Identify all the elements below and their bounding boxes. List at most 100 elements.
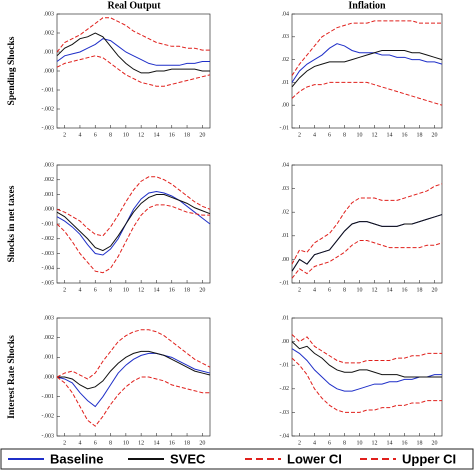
y-tick-label: .00 (282, 103, 290, 109)
x-tick-label: 8 (109, 440, 112, 446)
x-tick-label: 4 (313, 287, 316, 293)
x-tick-label: 14 (153, 440, 159, 446)
legend-label: Upper CI (402, 451, 456, 466)
series-line (291, 214, 443, 272)
series-line (291, 357, 442, 413)
y-tick-label: -.005 (42, 280, 55, 286)
x-tick-label: 12 (372, 440, 378, 446)
plot-frame (291, 13, 443, 129)
series-line (291, 20, 442, 76)
series-line (291, 214, 443, 272)
column-title: Inflation (348, 0, 386, 11)
x-tick-label: 4 (78, 287, 81, 293)
x-tick-label: 14 (387, 440, 393, 446)
series-line (291, 240, 443, 279)
x-tick-label: 18 (184, 287, 190, 293)
y-tick-label: -.003 (42, 433, 55, 439)
x-tick-label: 8 (343, 440, 346, 446)
x-tick-label: 6 (328, 132, 331, 138)
y-tick-label: .002 (44, 30, 55, 36)
x-tick-label: 8 (109, 132, 112, 138)
y-tick-label: .001 (44, 49, 55, 55)
x-tick-label: 2 (298, 440, 301, 446)
x-tick-label: 18 (184, 440, 190, 446)
y-tick-label: .00 (282, 339, 290, 345)
x-tick-label: 18 (417, 440, 423, 446)
y-tick-label: -.001 (42, 221, 55, 227)
y-tick-label: .001 (44, 355, 55, 361)
y-tick-label: .03 (282, 186, 290, 192)
y-tick-label: .003 (44, 162, 55, 168)
x-tick-label: 8 (343, 132, 346, 138)
column-title: Real Output (107, 0, 161, 11)
x-tick-label: 16 (402, 287, 408, 293)
series-line (291, 49, 443, 88)
x-tick-label: 20 (432, 287, 438, 293)
y-tick-label: -.001 (42, 87, 55, 93)
x-tick-label: 18 (417, 132, 423, 138)
y-tick-label: .000 (44, 207, 55, 213)
y-tick-label: -.002 (42, 414, 55, 420)
y-tick-label: .002 (44, 177, 55, 183)
x-tick-label: 16 (169, 440, 175, 446)
y-tick-label: -.02 (280, 386, 290, 392)
x-tick-label: 10 (357, 287, 363, 293)
series-line (56, 32, 210, 74)
series-line (56, 204, 210, 274)
x-tick-label: 12 (138, 287, 144, 293)
x-tick-label: 14 (153, 132, 159, 138)
x-tick-label: 10 (123, 440, 129, 446)
y-tick-label: .02 (282, 210, 290, 216)
y-tick-label: .03 (282, 34, 290, 40)
y-tick-label: -.002 (42, 106, 55, 112)
x-tick-label: 6 (328, 440, 331, 446)
series-line (56, 17, 210, 53)
x-tick-label: 6 (94, 287, 97, 293)
x-tick-label: 18 (417, 287, 423, 293)
legend-label: SVEC (170, 451, 206, 466)
y-tick-label: .003 (44, 11, 55, 17)
x-tick-label: 12 (138, 440, 144, 446)
x-tick-label: 14 (387, 132, 393, 138)
x-tick-label: 18 (184, 132, 190, 138)
series-line (291, 341, 442, 378)
series-line (56, 376, 210, 427)
y-tick-label: .01 (282, 315, 290, 321)
x-tick-label: 6 (94, 440, 97, 446)
y-tick-label: -.01 (280, 280, 290, 286)
series-line (56, 55, 211, 87)
x-tick-label: 16 (402, 132, 408, 138)
x-tick-label: 20 (432, 132, 438, 138)
y-tick-label: -.01 (280, 125, 290, 131)
x-tick-label: 20 (432, 440, 438, 446)
series-line (291, 43, 443, 83)
x-tick-label: 2 (298, 287, 301, 293)
y-tick-label: -.001 (42, 394, 55, 400)
y-tick-label: .00 (282, 257, 290, 263)
y-tick-label: .001 (44, 192, 55, 198)
y-tick-label: -.04 (280, 433, 290, 439)
series-line (56, 329, 211, 380)
x-tick-label: 12 (372, 287, 378, 293)
series-line (291, 348, 442, 392)
x-tick-label: 2 (63, 132, 66, 138)
row-label: Spending Shocks (7, 36, 17, 105)
plot-frame (291, 164, 443, 284)
series-line (291, 334, 442, 364)
x-tick-label: 12 (138, 132, 144, 138)
y-tick-label: -.002 (42, 236, 55, 242)
y-tick-label: -.03 (280, 410, 290, 416)
x-tick-label: 2 (63, 287, 66, 293)
series-line (56, 191, 211, 256)
series-line (56, 194, 211, 252)
x-tick-label: 16 (169, 132, 175, 138)
y-tick-label: .000 (44, 68, 55, 74)
series-line (56, 352, 211, 408)
y-tick-label: .003 (44, 315, 55, 321)
series-line (56, 176, 211, 237)
y-tick-label: .02 (282, 57, 290, 63)
y-tick-label: -.004 (42, 266, 55, 272)
x-tick-label: 14 (387, 287, 393, 293)
x-tick-label: 10 (357, 132, 363, 138)
series-line (291, 183, 443, 265)
